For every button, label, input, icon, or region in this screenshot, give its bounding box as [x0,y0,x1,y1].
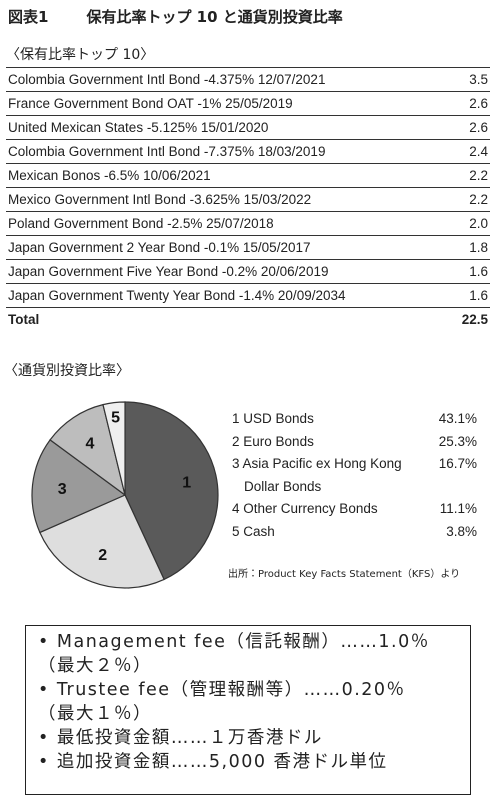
table-row: France Government Bond OAT -1% 25/05/201… [6,91,490,116]
fee-text: Trustee fee（管理報酬等）……0.20％ [56,680,406,700]
pie-slice [102,401,126,496]
total-weight: 22.5 [461,312,488,327]
legend-item: 4 Other Currency Bonds 11.1% [232,498,477,521]
holding-weight: 1.6 [450,259,490,284]
pie-slice [124,401,219,581]
legend-label: 4 Other Currency Bonds [232,498,434,521]
pie-slice [49,403,126,497]
holding-weight: 1.6 [450,283,490,308]
holding-weight: 1.8 [450,235,490,260]
holding-weight: 3.5 [450,67,490,92]
legend-number: 1 [232,411,240,426]
holding-weight: 2.2 [450,187,490,212]
fee-item: • 追加投資金額……5,000 香港ドル単位 [38,750,458,774]
source-note: 出所：Product Key Facts Statement（KFS）より [228,569,461,580]
legend-number: 3 [232,456,240,471]
total-row: Total 22.5 [6,308,490,332]
legend-item: 2 Euro Bonds 25.3% [232,431,477,454]
holding-name: Mexico Government Intl Bond -3.625% 15/0… [6,187,451,212]
holding-name: Japan Government 2 Year Bond -0.1% 15/05… [6,235,451,260]
legend-label: 3 Asia Pacific ex Hong Kong Dollar Bonds [232,453,434,498]
legend-label: 5 Cash [232,521,434,544]
legend-value: 43.1% [438,411,477,426]
table-row: Mexican Bonos -6.5% 10/06/2021 2.2 [6,163,490,188]
fee-line: • Trustee fee（管理報酬等）……0.20％ [38,680,406,700]
table-row: United Mexican States -5.125% 15/01/2020… [6,115,490,140]
legend-number: 2 [232,433,240,449]
legend-name: Asia Pacific ex Hong Kong Dollar Bonds [242,456,402,494]
legend-item: 5 Cash 3.8% [232,521,477,544]
legend-name: Other Currency Bonds [243,501,378,516]
legend-value: 25.3% [438,433,477,449]
fee-text: 追加投資金額……5,000 香港ドル単位 [56,752,388,772]
fee-line: • Management fee（信託報酬）……1.0％ [38,632,430,652]
legend-value: 11.1% [439,501,477,516]
table-row: Mexico Government Intl Bond -3.625% 15/0… [6,187,490,212]
total-label: Total [8,312,40,327]
fee-box: • Management fee（信託報酬）……1.0％ （最大２％） • Trus… [25,625,471,795]
holding-weight: 2.6 [450,115,490,140]
table-row: Japan Government Five Year Bond -0.2% 20… [6,259,490,284]
legend-item: 1 USD Bonds 43.1% [232,408,477,431]
holding-name: Poland Government Bond -2.5% 25/07/2018 [6,211,451,236]
legend-name: USD Bonds [243,411,314,426]
legend: 1 USD Bonds 43.1% 2 Euro Bonds 25.3% 3 Asia … [232,408,477,543]
fee-item: • Trustee fee（管理報酬等）……0.20％ （最大１％） [38,678,458,726]
slice-label: 4 [85,435,94,452]
table-row: Japan Government Twenty Year Bond -1.4% … [6,283,490,308]
fee-text: 最低投資金額……１万香港ドル [56,728,323,748]
legend-item: 3 Asia Pacific ex Hong Kong Dollar Bonds… [232,453,477,498]
slice-label: 2 [98,547,107,564]
holdings-table: Colombia Government Intl Bond -4.375% 12… [6,67,490,331]
pie-slice [39,494,165,589]
holding-name: United Mexican States -5.125% 15/01/2020 [6,115,451,140]
fee-line: （最大２％） [38,654,458,678]
legend-label: 2 Euro Bonds [232,431,434,454]
holding-name: Colombia Government Intl Bond -7.375% 18… [6,139,451,164]
legend-value: 3.8% [446,523,477,539]
holding-name: Japan Government Five Year Bond -0.2% 20… [6,259,451,284]
holding-weight: 2.2 [450,163,490,188]
legend-name: Euro Bonds [243,433,314,449]
holding-weight: 2.4 [450,139,490,164]
holding-name: Japan Government Twenty Year Bond -1.4% … [6,283,451,308]
holding-weight: 2.6 [450,91,490,116]
holding-weight: 2.0 [450,211,490,236]
legend-label: 1 USD Bonds [232,408,434,431]
pie-chart: 1 2 3 45 [31,401,219,589]
legend-name: Cash [243,523,275,539]
fee-line: • 最低投資金額……１万香港ドル [38,728,323,748]
section-heading: 〈保有比率トップ 10〉 [6,47,155,63]
fee-item: • 最低投資金額……１万香港ドル [38,726,458,750]
slice-label: 5 [111,410,120,427]
figure-label: 図表1 [8,8,49,26]
legend-value: 16.7% [438,456,477,471]
figure-title: 図表1 保有比率トップ 10 と通貨別投資比率 [8,6,381,27]
legend-number: 5 [232,523,240,539]
fee-item: • Management fee（信託報酬）……1.0％ （最大２％） [38,630,458,678]
section-heading: 〈通貨別投資比率〉 [4,363,130,379]
holding-name: France Government Bond OAT -1% 25/05/201… [6,91,451,116]
fee-text: （最大１％） [38,704,152,724]
fee-text: Management fee（信託報酬）……1.0％ [56,632,430,652]
legend-number: 4 [232,501,240,516]
table-row: Colombia Government Intl Bond -4.375% 12… [6,67,490,92]
holding-name: Mexican Bonos -6.5% 10/06/2021 [6,163,451,188]
fee-text: （最大２％） [38,656,152,676]
fee-line: （最大１％） [38,702,458,726]
holding-name: Colombia Government Intl Bond -4.375% 12… [6,67,451,92]
table-row: Poland Government Bond -2.5% 25/07/2018 2… [6,211,490,236]
table-row: Japan Government 2 Year Bond -0.1% 15/05… [6,235,490,260]
slice-label: 1 [182,474,191,491]
slice-label: 3 [58,481,67,498]
fee-line: • 追加投資金額……5,000 香港ドル単位 [38,752,388,772]
figure-title-text: 保有比率トップ 10 と通貨別投資比率 [86,8,343,26]
pie-slice [31,439,127,534]
table-row: Colombia Government Intl Bond -7.375% 18… [6,139,490,164]
